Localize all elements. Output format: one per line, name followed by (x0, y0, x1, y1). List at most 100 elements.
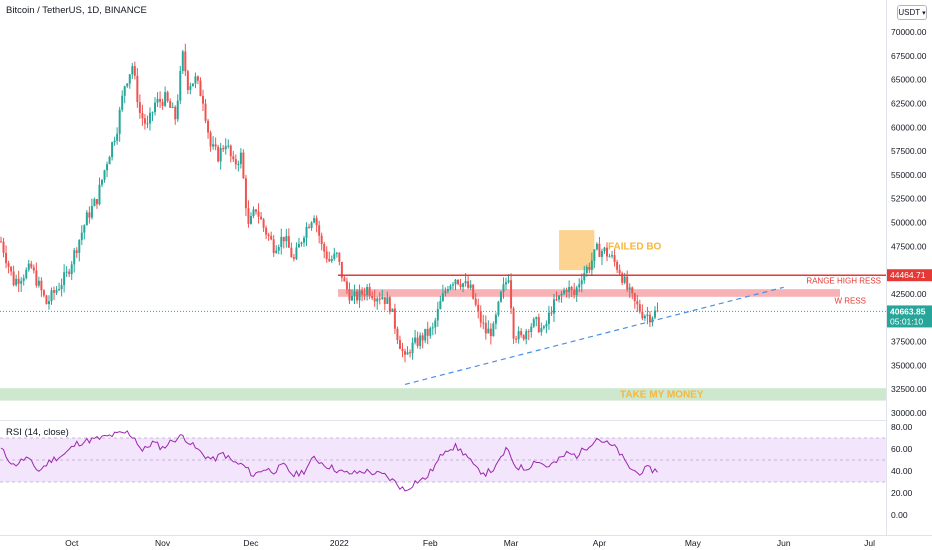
candle (242, 149, 245, 179)
candle-body (487, 328, 490, 334)
candle (212, 136, 215, 150)
candle (411, 337, 414, 360)
candle-body (131, 66, 134, 75)
candle-body (247, 208, 250, 224)
candle (593, 249, 596, 268)
candle (154, 97, 157, 116)
candle-body (15, 278, 18, 286)
candle (0, 236, 2, 243)
candle (449, 284, 452, 291)
candle-body (545, 323, 548, 327)
candle (656, 302, 659, 313)
price-tick-label: 42500.00 (891, 289, 927, 299)
candle-body (156, 98, 159, 103)
candle-body (10, 266, 13, 272)
range-high-price-badge (887, 269, 932, 282)
candle-body (376, 298, 379, 302)
candle (414, 329, 417, 345)
candle (578, 278, 581, 292)
candle-body (199, 80, 202, 97)
price-tick-label: 52500.00 (891, 194, 927, 204)
candle (467, 275, 470, 290)
candle (590, 252, 593, 277)
candle-body (449, 285, 452, 290)
candle-body (451, 284, 454, 286)
candle (143, 114, 146, 130)
candle (171, 102, 174, 109)
candle (457, 279, 460, 286)
candle-body (292, 257, 295, 259)
candle (393, 303, 396, 334)
candle (363, 287, 366, 301)
candle-body (497, 301, 500, 315)
candle (474, 292, 477, 307)
candle (318, 220, 321, 244)
candle (348, 282, 351, 305)
candle (618, 264, 621, 275)
candle-body (404, 351, 406, 355)
candle-body (118, 109, 121, 134)
candle (7, 260, 10, 274)
candle (244, 174, 247, 217)
candle (358, 284, 361, 308)
candle-body (88, 212, 91, 218)
candle (169, 98, 172, 109)
candle (207, 118, 210, 139)
time-tick-label: 2022 (330, 538, 349, 548)
candle (95, 198, 98, 209)
trendline (404, 286, 784, 386)
candle (527, 329, 530, 341)
candle (303, 235, 305, 247)
candle (176, 94, 179, 122)
price-tick-label: 50000.00 (891, 218, 927, 228)
candle (118, 106, 121, 142)
candle-body (462, 283, 465, 287)
axes: 70000.00 67500.00 65000.00 62500.00 60000.00… (65, 27, 932, 548)
candle (196, 75, 199, 85)
candle-body (469, 284, 472, 288)
candle (338, 252, 341, 266)
candle-body (111, 142, 114, 158)
candle-body (555, 299, 558, 301)
price-tick-label: 47500.00 (891, 241, 927, 251)
candle (565, 287, 568, 298)
candle-body (393, 308, 396, 329)
candle-body (35, 270, 38, 286)
candle (50, 287, 53, 305)
time-tick-label: Nov (155, 538, 171, 548)
candle-body (434, 320, 437, 328)
rsi-title: RSI (14, close) (6, 427, 69, 438)
candle (391, 308, 394, 312)
candle-body (535, 317, 538, 320)
candle (138, 94, 141, 119)
candle (434, 317, 437, 335)
candle (398, 335, 401, 350)
candle-body (580, 280, 583, 285)
candle-body (505, 282, 507, 285)
candle-body (651, 317, 654, 323)
candle (472, 284, 475, 300)
candle-body (424, 328, 427, 341)
candle (126, 83, 129, 88)
candle-body (222, 148, 225, 150)
candle (184, 43, 187, 77)
currency-selector[interactable]: USDT ▾ (897, 5, 927, 20)
candle-body (37, 280, 40, 286)
candle (80, 225, 83, 245)
candle (396, 326, 399, 345)
candle-body (95, 199, 98, 205)
candle (648, 311, 651, 328)
candle (78, 239, 81, 262)
candle (106, 161, 109, 178)
candle-body (459, 283, 462, 287)
candle-body (42, 290, 45, 296)
candle (305, 222, 308, 247)
time-tick-label: Jul (864, 538, 875, 548)
candle (42, 289, 45, 298)
candle (295, 242, 298, 261)
candle-body (593, 249, 596, 261)
candle-body (133, 66, 136, 76)
candle (429, 326, 432, 339)
candle (492, 321, 495, 337)
